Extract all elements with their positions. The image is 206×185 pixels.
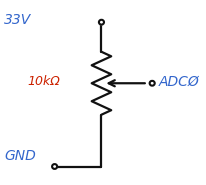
Text: GND: GND	[4, 149, 36, 163]
Circle shape	[52, 164, 57, 169]
Circle shape	[99, 20, 104, 25]
Circle shape	[150, 81, 155, 86]
Text: 10kΩ: 10kΩ	[27, 75, 60, 88]
Text: 33V: 33V	[4, 13, 31, 27]
Text: ADCØ: ADCØ	[159, 74, 199, 88]
